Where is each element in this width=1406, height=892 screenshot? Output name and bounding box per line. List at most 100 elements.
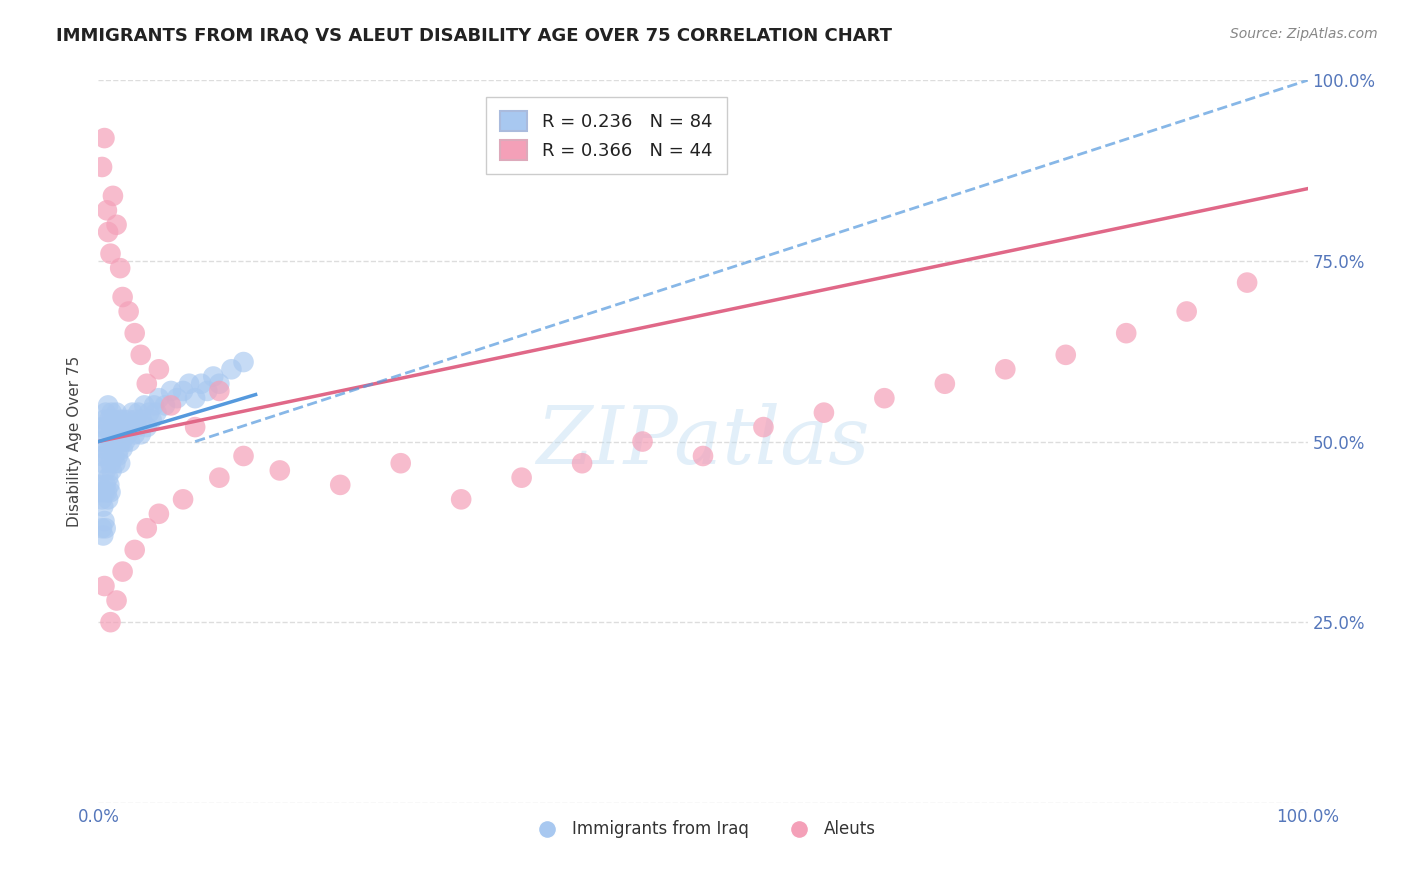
Point (93, 442, 115, 456)
Point (118, 413, 141, 427)
Point (329, 478, 352, 492)
Legend: Immigrants from Iraq, Aleuts: Immigrants from Iraq, Aleuts (523, 814, 883, 845)
Point (631, 434, 654, 449)
Point (221, 362, 243, 376)
Point (208, 376, 231, 391)
Point (138, 406, 160, 420)
Point (108, 413, 131, 427)
Point (141, 413, 163, 427)
Point (96, 203, 118, 218)
Point (153, 398, 176, 412)
Point (195, 384, 218, 398)
Point (145, 406, 167, 420)
Point (131, 413, 153, 427)
Point (101, 420, 124, 434)
Point (118, 304, 141, 318)
Text: ZIPatlas: ZIPatlas (536, 403, 870, 480)
Point (111, 565, 134, 579)
Point (135, 420, 157, 434)
Point (172, 384, 194, 398)
Point (114, 434, 136, 449)
Point (100, 427, 122, 442)
Point (118, 434, 141, 449)
Point (96, 449, 118, 463)
Point (97, 225, 120, 239)
Point (692, 449, 714, 463)
Point (107, 420, 129, 434)
Point (93, 485, 115, 500)
Point (105, 218, 128, 232)
Point (172, 492, 194, 507)
Point (94, 406, 117, 420)
Point (96, 420, 118, 434)
Point (103, 413, 125, 427)
Point (108, 456, 131, 470)
Point (104, 456, 127, 470)
Point (510, 470, 533, 484)
Point (208, 384, 231, 398)
Point (135, 521, 157, 535)
Point (752, 420, 775, 434)
Point (91, 492, 114, 507)
Point (184, 420, 207, 434)
Point (190, 376, 212, 391)
Point (111, 442, 134, 456)
Point (873, 391, 896, 405)
Point (269, 463, 291, 477)
Point (98, 413, 121, 427)
Point (160, 384, 183, 398)
Point (124, 326, 146, 340)
Point (93, 579, 115, 593)
Point (166, 391, 188, 405)
Point (120, 420, 142, 434)
Point (124, 542, 146, 557)
Point (93, 131, 115, 145)
Point (105, 406, 128, 420)
Point (125, 413, 148, 427)
Point (232, 449, 254, 463)
Point (450, 492, 472, 507)
Point (160, 398, 183, 412)
Point (97, 470, 120, 484)
Point (91, 521, 114, 535)
Point (994, 362, 1017, 376)
Point (100, 485, 122, 500)
Point (134, 398, 156, 412)
Point (127, 406, 149, 420)
Point (100, 246, 122, 260)
Point (90, 485, 112, 500)
Point (110, 434, 132, 449)
Point (94, 463, 117, 477)
Point (934, 376, 956, 391)
Point (89, 478, 111, 492)
Point (91, 528, 114, 542)
Point (91, 449, 114, 463)
Point (135, 376, 157, 391)
Point (571, 456, 593, 470)
Point (127, 420, 149, 434)
Point (108, 427, 131, 442)
Point (104, 427, 127, 442)
Point (1175, 304, 1198, 318)
Point (91, 456, 114, 470)
Text: IMMIGRANTS FROM IRAQ VS ALEUT DISABILITY AGE OVER 75 CORRELATION CHART: IMMIGRANTS FROM IRAQ VS ALEUT DISABILITY… (56, 27, 893, 45)
Point (179, 376, 201, 391)
Point (1236, 276, 1258, 290)
Point (117, 427, 139, 442)
Point (100, 463, 122, 477)
Point (91, 500, 114, 514)
Point (91, 420, 114, 434)
Point (148, 507, 170, 521)
Point (103, 449, 125, 463)
Point (107, 449, 129, 463)
Text: Source: ZipAtlas.com: Source: ZipAtlas.com (1230, 27, 1378, 41)
Point (94, 521, 117, 535)
Point (813, 406, 835, 420)
Point (100, 456, 122, 470)
Point (184, 391, 207, 405)
Point (93, 413, 115, 427)
Y-axis label: Disability Age Over 75: Disability Age Over 75 (67, 356, 83, 527)
Point (91, 427, 114, 442)
Point (108, 261, 131, 276)
Point (93, 514, 115, 528)
